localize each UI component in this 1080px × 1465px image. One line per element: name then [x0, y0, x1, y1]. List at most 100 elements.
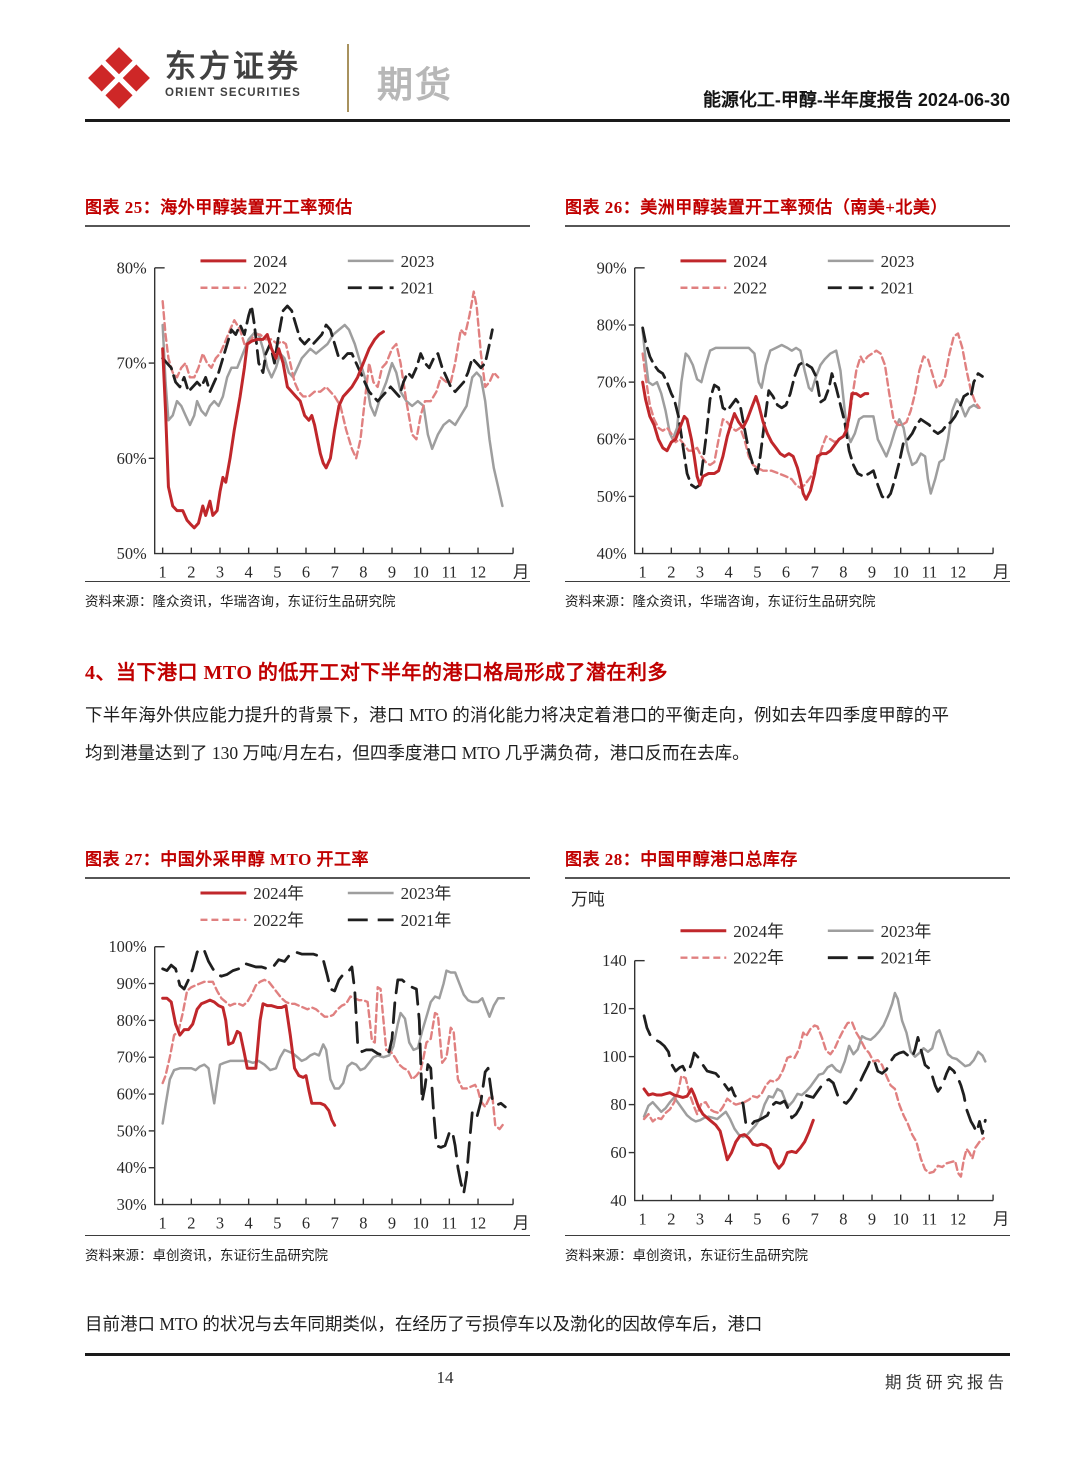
figure-25-chart: 80% 70% 60% 50% 1 2 3 4 5 6 7 8 9 10 11 12 月 2024 2023 2022… [85, 233, 530, 580]
figure-26-chart: 90% 80% 70% 60% 50% 40% 1 2 3 4 5 6 7 8 9 10 11 12 月 2024 20… [565, 233, 1010, 580]
chart-axes [633, 960, 994, 1202]
chart-text: 2021年 [401, 911, 452, 930]
chart-text: 30% [117, 1195, 147, 1214]
figure-28-chart: 140 120 100 80 60 40 1 2 3 4 5 6 7 8 9 10 11 12 月万吨 2024年 20… [565, 885, 1010, 1233]
series-line-2023 [641, 329, 980, 495]
chart-text: 60% [117, 1085, 147, 1104]
chart-text: 10 [892, 1209, 908, 1228]
chart-text: 6 [302, 562, 310, 579]
series-line-2024 [161, 330, 385, 530]
figure-27-chart: 100% 90% 80% 70% 60% 50% 40% 30% 1 2 3 4 5 6 7 8 9 10 11 12… [85, 885, 530, 1233]
chart-text: 3 [216, 1213, 224, 1232]
chart-text: 80% [597, 315, 627, 334]
chart-text: 7 [811, 1209, 819, 1228]
chart-text: 月 [513, 562, 529, 579]
chart-text: 2024年 [253, 885, 304, 903]
chart-text: 2022 [733, 279, 767, 298]
chart-text: 6 [302, 1213, 310, 1232]
series-line-2023年 [642, 991, 987, 1139]
closing-paragraph: 目前港口 MTO 的状况与去年同期类似，在经历了亏损停车以及渤化的因故停车后，港… [85, 1314, 763, 1334]
chart-text: 7 [331, 562, 339, 579]
chart-text: 9 [868, 1209, 876, 1228]
chart-text: 12 [470, 562, 486, 579]
section-heading: 4、当下港口 MTO 的低开工对下半年的港口格局形成了潜在利多 [85, 662, 668, 684]
footer-rule [85, 1353, 1010, 1356]
chart-text: 2 [667, 562, 675, 579]
chart-text: 140 [602, 951, 627, 970]
chart-text: 40 [610, 1191, 626, 1210]
chart-text: 4 [725, 1209, 733, 1228]
chart-text: 8 [359, 562, 367, 579]
chart-text: 8 [839, 562, 847, 579]
chart-text: 60 [610, 1143, 626, 1162]
chart-text: 70% [597, 373, 627, 392]
chart-text: 6 [782, 1209, 790, 1228]
chart-text: 2022 [253, 279, 287, 298]
chart-text: 11 [441, 562, 457, 579]
chart-text: 10 [412, 1213, 428, 1232]
orient-securities-logo-icon [88, 47, 150, 109]
chart-text: 70% [117, 354, 147, 373]
chart-text: 2 [187, 1213, 195, 1232]
chart-text: 2024 [733, 252, 767, 271]
series-line-2024年 [161, 996, 337, 1127]
series-line-2024年 [642, 1087, 815, 1170]
figure-27: 图表 27：中国外采甲醇 MTO 开工率 100% 90% 80% 70% 60% 50%… [85, 845, 530, 1264]
chart-text: 4 [245, 1213, 253, 1232]
chart-text: 10 [892, 562, 908, 579]
chart-text: 4 [245, 562, 253, 579]
figure-27-source: 资料来源：卓创资讯，东证衍生品研究院 [85, 1235, 530, 1264]
report-title: 能源化工-甲醇-半年度报告 2024-06-30 [702, 90, 1010, 110]
chart-text: 12 [950, 562, 966, 579]
chart-text: 5 [753, 1209, 761, 1228]
header-rule [85, 119, 1010, 122]
series-line-2022年 [161, 978, 506, 1131]
chart-text: 3 [696, 562, 704, 579]
series-line-2022 [641, 332, 981, 490]
chart-text: 月 [513, 1213, 529, 1232]
chart-text: 1 [639, 562, 647, 579]
chart-text: 10 [412, 562, 428, 579]
chart-text: 万吨 [571, 890, 605, 909]
chart-text: 9 [388, 1213, 396, 1232]
brand-name-en: ORIENT SECURITIES [165, 87, 302, 99]
brand-divider [347, 44, 349, 112]
figure-25-title: 图表 25：海外甲醇装置开工率预估 [85, 193, 530, 227]
chart-text: 6 [782, 562, 790, 579]
brand-name-block: 东方证券 ORIENT SECURITIES [165, 49, 302, 100]
chart-text: 月 [993, 1209, 1009, 1228]
brand-name-cn: 东方证券 [165, 49, 301, 84]
chart-svg-27: 100%90%80%70%60%50%40%30%1 2 3 4 5 6 7 8 9 10 11 12… [108, 885, 529, 1232]
chart-text: 1 [639, 1209, 647, 1228]
chart-text: 2 [667, 1209, 675, 1228]
chart-text: 80% [117, 1011, 147, 1030]
chart-text: 1 [159, 1213, 167, 1232]
chart-text: 100 [602, 1047, 627, 1066]
chart-text: 80% [117, 258, 147, 277]
chart-text: 60% [597, 430, 627, 449]
chart-text: 7 [331, 1213, 339, 1232]
chart-text: 2021 [881, 279, 915, 298]
chart-text: 2023 [881, 252, 915, 271]
chart-text: 2023年 [881, 922, 932, 941]
figure-28-title: 图表 28：中国甲醇港口总库存 [565, 845, 1010, 879]
chart-text: 50% [117, 544, 147, 563]
series-line-2023 [161, 323, 504, 508]
chart-text: 9 [388, 562, 396, 579]
figure-26: 图表 26：美洲甲醇装置开工率预估（南美+北美） 90% 80% 70% 60% 50%… [565, 193, 1010, 610]
chart-text: 3 [696, 1209, 704, 1228]
chart-text: 2022年 [253, 911, 304, 930]
chart-axes [633, 267, 994, 555]
chart-text: 11 [441, 1213, 457, 1232]
figure-26-source: 资料来源：隆众资讯，华瑞咨询，东证衍生品研究院 [565, 581, 1010, 610]
series-line-2024 [641, 380, 870, 501]
chart-text: 1 [159, 562, 167, 579]
footer-label: 期货研究报告 [885, 1373, 1008, 1392]
series-line-2023年 [161, 969, 506, 1125]
figure-27-title: 图表 27：中国外采甲醇 MTO 开工率 [85, 845, 530, 879]
chart-text: 8 [839, 1209, 847, 1228]
chart-text: 2022年 [733, 949, 784, 968]
